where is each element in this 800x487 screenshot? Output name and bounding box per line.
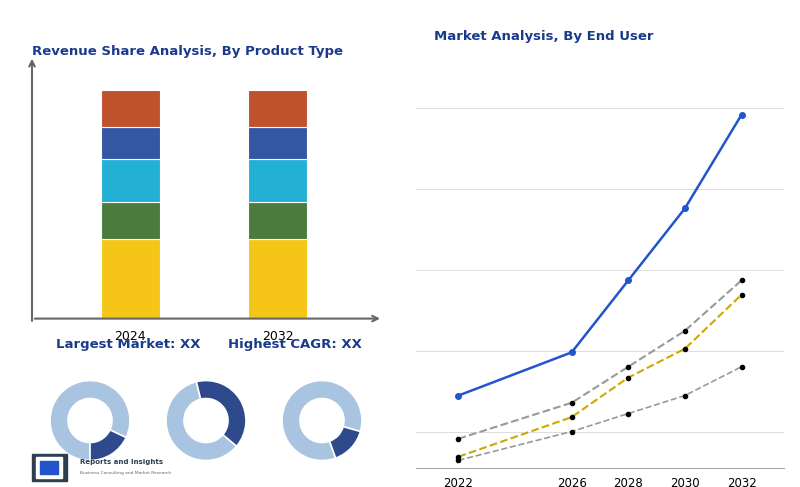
FancyBboxPatch shape: [36, 457, 62, 478]
Bar: [248, 159, 307, 202]
Wedge shape: [166, 382, 237, 461]
Text: Revenue Share Analysis, By Product Type: Revenue Share Analysis, By Product Type: [32, 45, 343, 58]
Bar: [248, 202, 307, 239]
Bar: [248, 127, 307, 159]
Text: GLOBAL ANTIMICROBIAL SUSCEPTIBILITY TESTING MARKET SEGMENT ANALYSIS: GLOBAL ANTIMICROBIAL SUSCEPTIBILITY TEST…: [10, 16, 604, 28]
FancyBboxPatch shape: [40, 461, 58, 474]
Wedge shape: [282, 380, 362, 461]
Text: Market Analysis, By End User: Market Analysis, By End User: [434, 30, 654, 43]
Bar: [101, 159, 160, 202]
Bar: [248, 90, 307, 127]
Text: Reports and Insights: Reports and Insights: [80, 459, 163, 465]
Wedge shape: [196, 380, 246, 446]
Text: Business Consulting and Market Research: Business Consulting and Market Research: [80, 471, 171, 475]
Bar: [101, 127, 160, 159]
Bar: [101, 202, 160, 239]
Wedge shape: [90, 430, 126, 461]
Text: Highest CAGR: XX: Highest CAGR: XX: [228, 338, 362, 351]
Bar: [248, 239, 307, 318]
Wedge shape: [330, 427, 361, 458]
Wedge shape: [50, 380, 130, 461]
Text: Largest Market: XX: Largest Market: XX: [56, 338, 201, 351]
FancyBboxPatch shape: [32, 454, 67, 481]
Bar: [101, 239, 160, 318]
Bar: [101, 90, 160, 127]
